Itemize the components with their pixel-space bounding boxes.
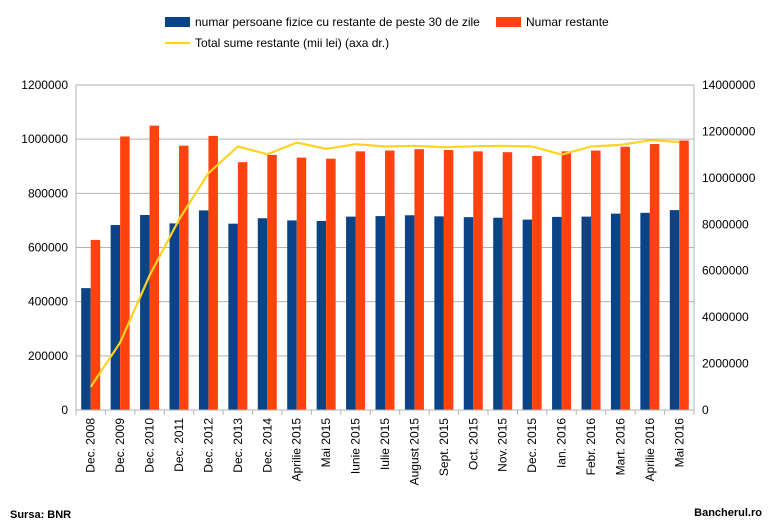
- bar-persoane: [404, 215, 415, 410]
- x-axis-category-label: Dec. 2012: [201, 418, 215, 473]
- legend-label: numar persoane fizice cu restante de pes…: [195, 15, 480, 29]
- bar-restante: [90, 239, 101, 410]
- left-axis-tick-label: 1000000: [21, 132, 68, 146]
- bar-persoane: [140, 215, 150, 410]
- bar-persoane: [110, 225, 121, 410]
- bar-persoane: [463, 217, 474, 410]
- source-note: Sursa: BNR: [10, 509, 72, 521]
- x-axis-category-label: Dec. 2008: [84, 418, 98, 473]
- right-axis-tick-label: 10000000: [702, 171, 756, 185]
- x-axis-category-label: Dec. 2011: [172, 418, 186, 472]
- x-axis-category-label: Mai 2015: [319, 418, 333, 468]
- site-credit: Bancherul.ro: [694, 507, 762, 519]
- bar-restante: [502, 152, 513, 410]
- bar-persoane: [287, 220, 297, 410]
- bar-persoane: [610, 213, 621, 410]
- x-axis-category-label: Oct. 2015: [466, 418, 480, 470]
- x-axis-category-label: Aprilie 2016: [643, 418, 657, 482]
- bar-persoane: [375, 216, 385, 410]
- x-axis-category-label: Mai 2016: [672, 418, 686, 468]
- right-axis-tick-label: 2000000: [702, 357, 749, 371]
- x-axis-category-label: Sept. 2015: [437, 418, 451, 476]
- x-axis-category-label: Dec. 2014: [260, 418, 274, 473]
- bar-restante: [385, 150, 395, 410]
- line-total-sume: [89, 139, 680, 388]
- bar-persoane: [257, 218, 268, 410]
- x-axis-category-label: Iunie 2015: [349, 418, 363, 474]
- x-axis-category-label: Mart. 2016: [613, 418, 627, 476]
- bar-restante: [120, 136, 130, 411]
- legend-swatch: [165, 17, 190, 27]
- bar-persoane: [522, 219, 533, 410]
- x-axis-category-label: Dec. 2010: [143, 418, 157, 473]
- left-axis-tick-label: 800000: [28, 186, 68, 200]
- left-axis-tick-label: 1200000: [21, 78, 68, 92]
- bar-restante: [532, 155, 542, 410]
- bar-restante: [649, 144, 660, 410]
- x-axis-category-label: Ian. 2016: [555, 418, 569, 468]
- bar-restante: [355, 151, 366, 410]
- bar-restante: [561, 151, 572, 410]
- bar-persoane: [552, 216, 562, 410]
- legend-label: Total sume restante (mii lei) (axa dr.): [195, 36, 389, 50]
- x-axis-category-label: Iulie 2015: [378, 418, 392, 470]
- bar-persoane: [81, 288, 91, 410]
- bar-restante: [443, 150, 454, 410]
- bar-restante: [679, 140, 689, 411]
- bar-persoane: [228, 223, 238, 410]
- bar-persoane: [493, 217, 503, 410]
- bar-persoane: [640, 212, 650, 410]
- x-axis-category-label: Aprilie 2015: [290, 418, 304, 482]
- bar-persoane: [169, 223, 179, 410]
- bar-persoane: [434, 216, 444, 410]
- x-axis-category-label: Nov. 2015: [496, 418, 510, 472]
- bar-persoane: [316, 220, 327, 410]
- right-axis-tick-label: 12000000: [702, 124, 756, 138]
- bar-restante: [296, 157, 307, 410]
- left-axis-tick-label: 0: [61, 403, 68, 417]
- x-axis-category-label: Dec. 2015: [525, 418, 539, 473]
- bar-restante: [591, 150, 601, 410]
- x-axis-category-label: August 2015: [407, 418, 421, 486]
- bar-persoane: [198, 210, 209, 410]
- x-axis-category-label: Dec. 2009: [113, 418, 127, 473]
- bar-restante: [326, 158, 336, 410]
- left-axis-tick-label: 400000: [28, 295, 68, 309]
- left-axis-tick-label: 600000: [28, 241, 68, 255]
- bar-persoane: [669, 210, 680, 410]
- x-axis-category-label: Febr. 2016: [584, 418, 598, 476]
- legend-swatch: [496, 17, 521, 27]
- right-axis-tick-label: 14000000: [702, 78, 756, 92]
- bar-restante: [267, 154, 277, 410]
- right-axis-tick-label: 6000000: [702, 264, 749, 278]
- bar-restante: [473, 151, 483, 410]
- legend-label: Numar restante: [526, 15, 609, 29]
- bar-restante: [620, 146, 630, 410]
- bar-restante: [237, 162, 248, 410]
- right-axis-tick-label: 0: [702, 403, 709, 417]
- bar-persoane: [581, 216, 591, 410]
- bar-restante: [179, 145, 189, 410]
- right-axis-tick-label: 4000000: [702, 310, 749, 324]
- bar-persoane: [346, 216, 356, 410]
- bar-restante: [414, 149, 424, 410]
- bar-restante: [208, 135, 218, 410]
- left-axis-tick-label: 200000: [28, 349, 68, 363]
- x-axis-category-label: Dec. 2013: [231, 418, 245, 473]
- right-axis-tick-label: 8000000: [702, 217, 749, 231]
